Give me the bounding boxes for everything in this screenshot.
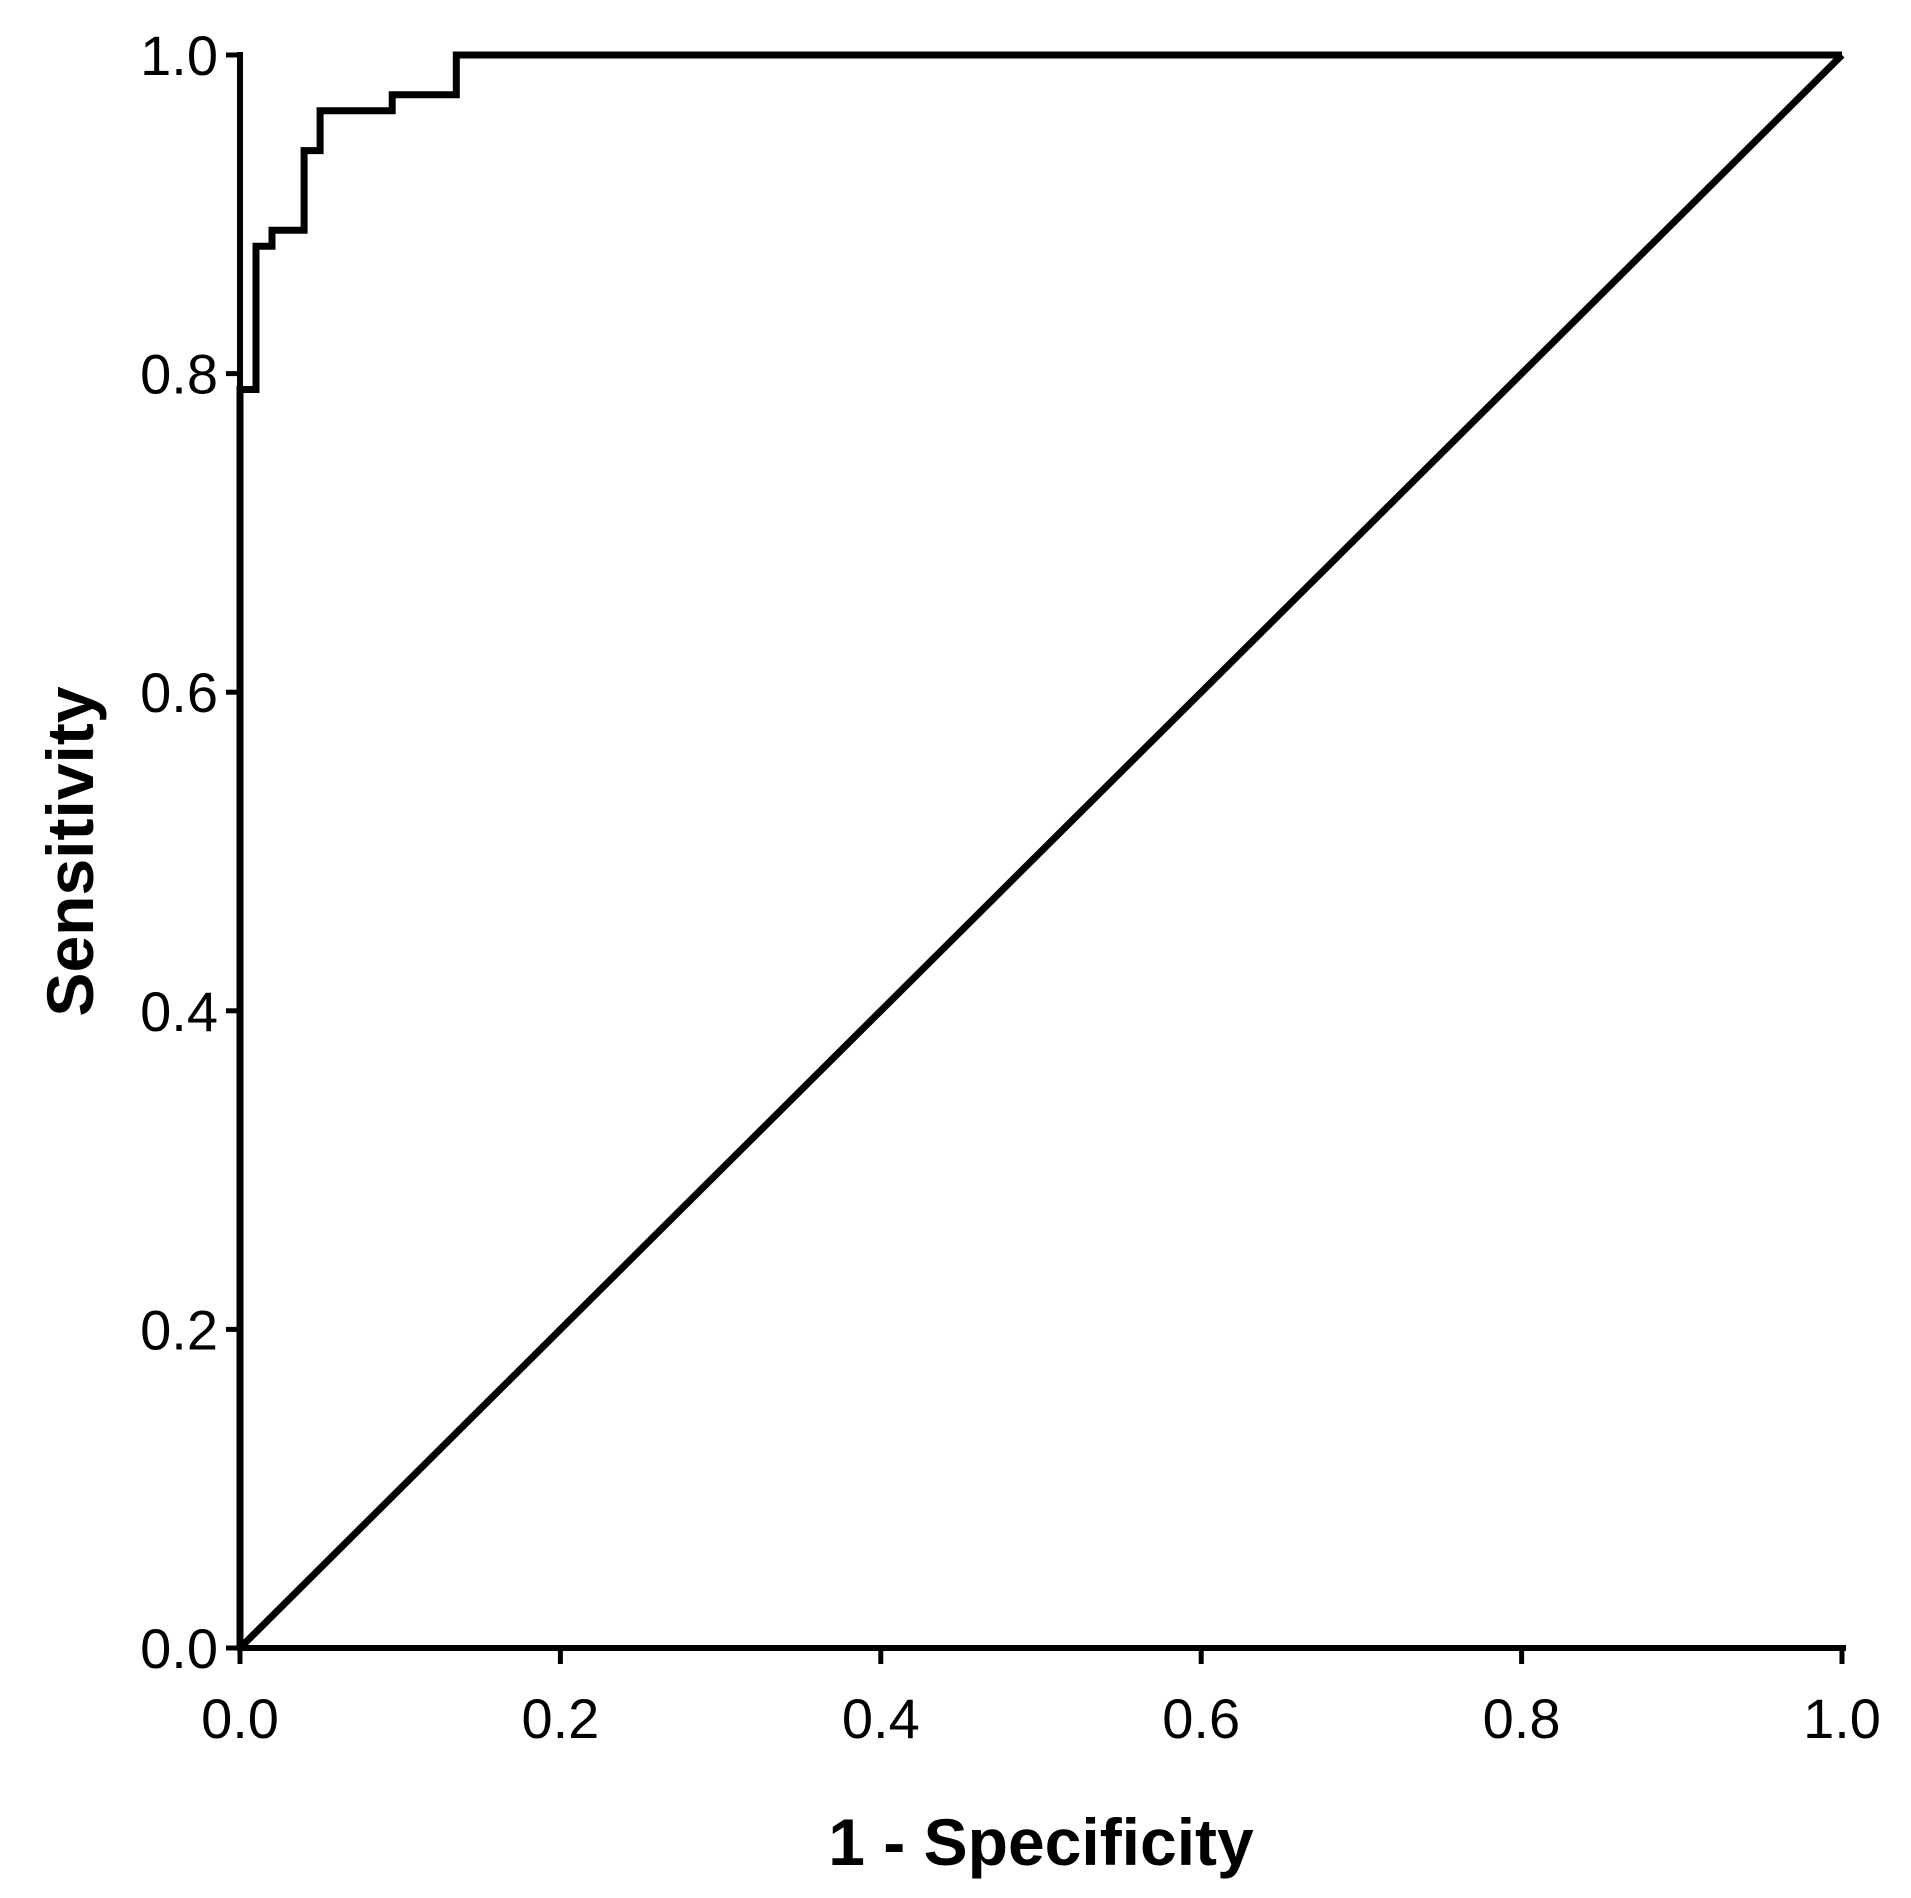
x-axis: 0.0 0.2 0.4 0.6 0.8 1.0 bbox=[201, 1645, 1881, 1750]
x-tick-label: 0.8 bbox=[1483, 1687, 1561, 1750]
y-tick-label: 1.0 bbox=[140, 24, 218, 87]
reference-diagonal-line bbox=[237, 52, 1845, 1651]
y-tick-label: 0.0 bbox=[140, 1617, 218, 1680]
y-tick-label: 0.8 bbox=[140, 343, 218, 406]
y-axis: 0.0 0.2 0.4 0.6 0.8 1.0 bbox=[140, 24, 243, 1680]
x-tick-label: 0.6 bbox=[1162, 1687, 1240, 1750]
x-tick-label: 1.0 bbox=[1803, 1687, 1881, 1750]
y-tick-label: 0.2 bbox=[140, 1298, 218, 1361]
x-tick-label: 0.2 bbox=[521, 1687, 599, 1750]
x-axis-title: 1 - Specificity bbox=[828, 1805, 1254, 1879]
y-tick-label: 0.6 bbox=[140, 661, 218, 724]
roc-curve-line bbox=[236, 51, 1842, 1648]
y-axis-title: Sensitivity bbox=[33, 686, 107, 1016]
plot-area bbox=[236, 51, 1845, 1651]
x-tick-label: 0.4 bbox=[842, 1687, 920, 1750]
y-tick-label: 0.4 bbox=[140, 980, 218, 1043]
x-tick-label: 0.0 bbox=[201, 1687, 279, 1750]
